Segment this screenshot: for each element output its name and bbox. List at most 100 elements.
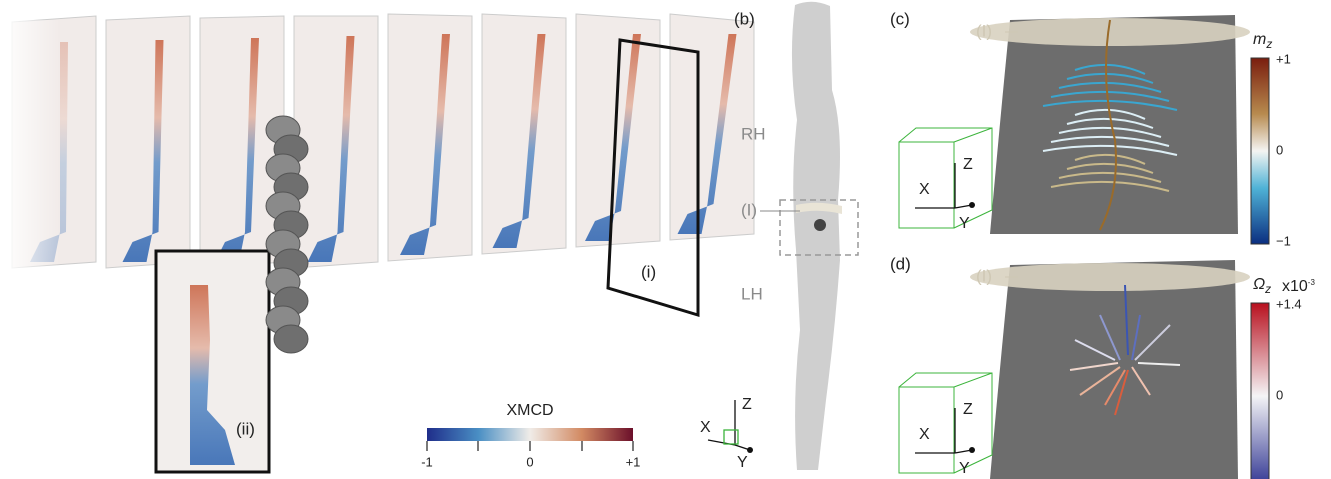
xmcd-stripe [215,38,259,262]
axis-label: Z [963,156,973,173]
interface-plane [970,263,1250,291]
streamline [1104,369,1126,406]
colorbar [1250,302,1270,479]
subscript: z [1265,37,1272,51]
streamline [1131,366,1151,396]
axis-label: X [919,181,930,198]
helix-model [265,115,309,354]
symbol: Ω [1253,276,1265,293]
axes-cube [898,372,993,474]
axis-dot [969,202,975,208]
streamline [1074,153,1146,165]
interface-label: (I) [976,21,992,40]
streamline [1050,135,1170,147]
colorbar-title: mz [1253,31,1272,51]
inset-label: (ii) [236,419,255,438]
axes-cube [898,127,993,229]
streamline [1042,99,1178,111]
streamline [1066,72,1154,84]
colorbar-ticks [426,441,634,451]
axis-label: Y [737,454,748,471]
inset-label: (i) [641,262,656,281]
colorbar [1250,57,1270,245]
helix-segment [273,324,309,354]
interface-label: (I) [976,266,992,285]
streamline [1134,324,1171,361]
streamline [1042,144,1178,156]
nanowire [791,1,840,470]
streamline [1066,162,1154,174]
streamline [1069,362,1119,371]
xmcd-stripe [307,36,355,262]
axis-label: X [700,419,711,436]
xmcd-stripe [400,34,450,255]
nanowire-zoom [990,260,1238,479]
axis-label: Z [742,396,752,413]
colorbar-tick: +1 [1276,51,1291,66]
streamline [1079,366,1121,396]
subscript: z [1264,282,1271,296]
xmcd-stripe [585,34,641,241]
streamline [1114,369,1129,416]
streamline [1099,314,1121,361]
colorbar-title: XMCD [506,402,553,419]
interface-plane [970,18,1250,46]
xmcd-stripe [122,40,164,262]
fade [0,20,60,280]
projection-panel [105,15,191,269]
panel-d: (d)(I)ZXY+1.40−1.4Ωzx10-3 [890,254,1315,479]
axis-label: Y [959,215,970,232]
multiplier: x10-3 [1282,278,1315,295]
streamline [1074,339,1116,361]
xmcd-projections [11,13,755,269]
streamline [1131,314,1141,361]
zoom-box [779,199,859,256]
streamline [1058,126,1162,138]
colorbar-tick: 0 [1276,387,1283,402]
streamline [1050,90,1170,102]
colorbar-tick: 0 [526,454,533,469]
panel-label: (c) [890,9,910,28]
multiplier-exp: -3 [1308,278,1316,287]
inset-stripe [190,285,235,465]
colorbar-tick: −1 [1276,233,1291,248]
symbol: m [1253,31,1266,48]
xmcd-stripe [30,42,68,262]
projection-panel [575,13,661,248]
xmcd-stripe [677,34,737,234]
colorbar-tick: +1.4 [1276,296,1302,311]
interface-plane [796,202,842,214]
streamline [1137,362,1181,366]
region-label: LH [741,284,763,303]
projection-panel [481,13,567,255]
projection-panel [199,15,285,269]
axis-label: Y [959,460,970,477]
xmcd-stripe [492,34,546,248]
projection-panel [387,13,473,262]
colorbar-tick: +1 [626,454,641,469]
axis-dot [747,447,753,453]
nanowire-zoom [990,15,1238,234]
streamline [1099,19,1117,231]
panel-c: (c) (I) Z X Y +1 0 −1 mz [890,9,1291,248]
panel-label: (b) [734,9,755,28]
colorbar-tick: -1 [421,454,433,469]
colorbar-title: Ωz [1253,276,1271,296]
streamline [1058,81,1162,93]
streamline [1074,63,1146,75]
streamline [1058,171,1162,183]
colorbar [427,428,633,441]
colorbar-tick: 0 [1276,142,1283,157]
projection-panel [669,13,755,241]
axis-label: X [919,426,930,443]
panel-label: (d) [890,254,911,273]
singularity [814,219,826,231]
interface-label: (I) [741,200,757,219]
axis-label: Z [963,401,973,418]
multiplier-base: x10 [1282,278,1308,295]
streamline [1050,180,1170,192]
streamline [1124,284,1129,356]
inset-box [606,38,700,318]
region-label: RH [741,124,766,143]
